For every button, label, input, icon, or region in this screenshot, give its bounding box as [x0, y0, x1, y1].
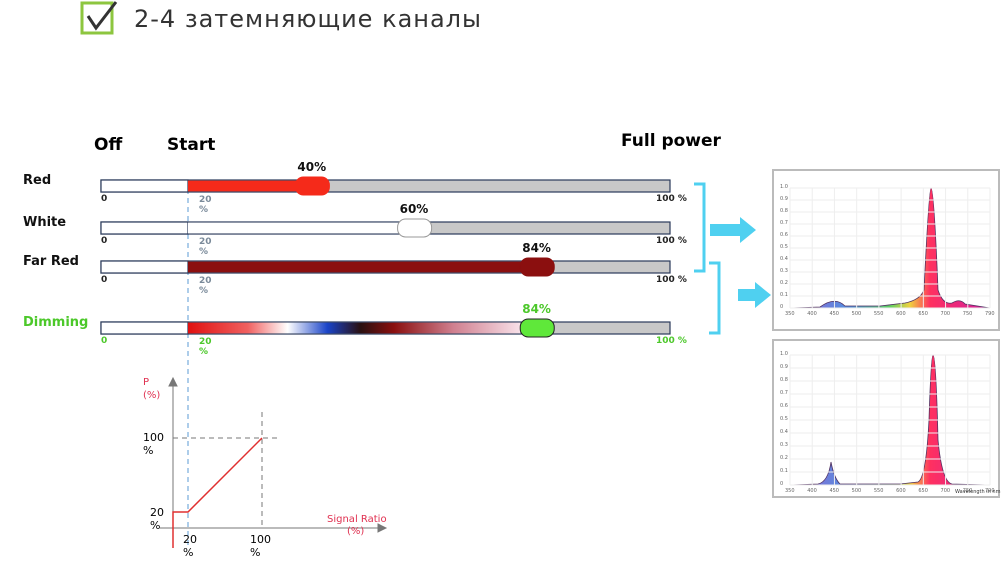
graph-y-label: P — [143, 377, 150, 388]
checkmark — [86, 1, 118, 31]
max-label: 100 % — [656, 275, 687, 285]
x-tick-label: 400 — [807, 311, 817, 317]
y-tick-label: 0.9 — [780, 364, 788, 370]
slider-off — [100, 179, 189, 193]
y-tick-label: 0 — [780, 481, 784, 487]
slider-fill — [188, 222, 415, 234]
x-tick-label: 700 — [940, 311, 951, 317]
y-tick-label: 0.8 — [780, 377, 788, 383]
y-tick-label: 0.4 — [780, 256, 788, 262]
x-tick-label: 600 — [896, 311, 906, 317]
slider-fill — [188, 322, 520, 334]
start-tick: 20 % — [199, 195, 212, 215]
off-label: Off — [94, 135, 123, 155]
min-label: 0 — [101, 275, 108, 285]
y-tick-label: 0.6 — [780, 232, 788, 238]
x-tick-label: 500 — [851, 311, 862, 317]
graph-y-tick: 100 % — [143, 431, 164, 457]
graph-x-tick: 20 % — [183, 533, 197, 559]
y-tick-label: 0.5 — [780, 416, 788, 422]
level-label: 40% — [297, 160, 327, 174]
y-tick-label: 0.5 — [780, 244, 788, 250]
y-tick-label: 0.3 — [780, 268, 788, 274]
slider-fill — [188, 180, 313, 192]
x-tick-label: 790 — [985, 311, 995, 317]
x-tick-label: 350 — [785, 488, 795, 494]
graph-y-tick: 20 % — [150, 506, 164, 532]
y-tick-label: 0.2 — [780, 280, 788, 286]
slider-knob — [397, 218, 433, 238]
level-label: 84% — [522, 302, 551, 316]
x-tick-label: 600 — [896, 488, 906, 494]
slider-off — [100, 321, 189, 335]
start-tick: 20 % — [199, 337, 212, 357]
arrows — [710, 217, 771, 308]
x-tick-label: 450 — [829, 311, 839, 317]
brackets — [694, 182, 721, 335]
channel-name: Red — [23, 173, 52, 188]
slider-knob — [519, 257, 555, 277]
y-tick-label: 0.3 — [780, 442, 788, 448]
x-tick-label: 650 — [918, 311, 928, 317]
start-tick: 20 % — [199, 237, 212, 257]
graph-y-label: (%) — [143, 390, 161, 401]
max-label: 100 % — [656, 236, 687, 246]
y-tick-label: 0.8 — [780, 208, 788, 214]
channel-name: Dimming — [23, 315, 89, 330]
graph-line — [172, 437, 263, 548]
y-tick-label: 0.9 — [780, 196, 788, 202]
x-tick-label: 790 — [985, 488, 995, 494]
x-tick-label: 350 — [785, 311, 795, 317]
max-label: 100 % — [656, 336, 687, 346]
slider-knob — [294, 176, 330, 196]
x-tick-label: 550 — [873, 311, 884, 317]
x-tick-label: 450 — [829, 488, 839, 494]
y-tick-label: 0.4 — [780, 429, 788, 435]
channel-name: White — [23, 215, 67, 230]
level-label: 60% — [399, 202, 429, 216]
min-label: 0 — [101, 336, 108, 346]
graph-x-label: (%) — [347, 526, 365, 537]
min-label: 0 — [101, 236, 108, 246]
y-tick-label: 1.0 — [780, 351, 788, 357]
graph-guides — [173, 412, 280, 528]
y-tick-label: 0 — [780, 304, 784, 310]
x-tick-label: 650 — [918, 488, 928, 494]
x-tick-label: 500 — [851, 488, 862, 494]
x-tick-label: 400 — [807, 488, 817, 494]
slider-off — [100, 260, 189, 274]
checkbox — [80, 1, 114, 35]
y-tick-label: 0.7 — [780, 390, 788, 396]
slider-off — [100, 221, 189, 235]
graph-x-tick: 100 % — [250, 533, 271, 559]
level-label: 84% — [522, 241, 551, 255]
channel-name: Far Red — [23, 254, 79, 269]
x-tick-label: 700 — [940, 488, 951, 494]
slider-fill — [188, 261, 538, 273]
x-tick-label: 750 — [962, 488, 973, 494]
x-tick-label: 750 — [962, 311, 973, 317]
y-tick-label: 0.1 — [780, 292, 788, 298]
start-label: Start — [167, 135, 216, 155]
title: 2-4 затемняющие каналы — [134, 5, 482, 33]
y-tick-label: 0.1 — [780, 468, 788, 474]
y-tick-label: 1.0 — [780, 184, 788, 190]
min-label: 0 — [101, 194, 108, 204]
slider-knob — [519, 318, 555, 338]
y-tick-label: 0.2 — [780, 455, 788, 461]
graph-x-label: Signal Ratio — [327, 514, 387, 525]
full-power-label: Full power — [621, 131, 721, 151]
max-label: 100 % — [656, 194, 687, 204]
y-tick-label: 0.7 — [780, 220, 788, 226]
start-tick: 20 % — [199, 276, 212, 296]
y-tick-label: 0.6 — [780, 403, 788, 409]
spectrum-panel — [772, 339, 1000, 498]
x-axis-label: Wavelength in nm — [955, 489, 1001, 495]
x-tick-label: 550 — [873, 488, 884, 494]
